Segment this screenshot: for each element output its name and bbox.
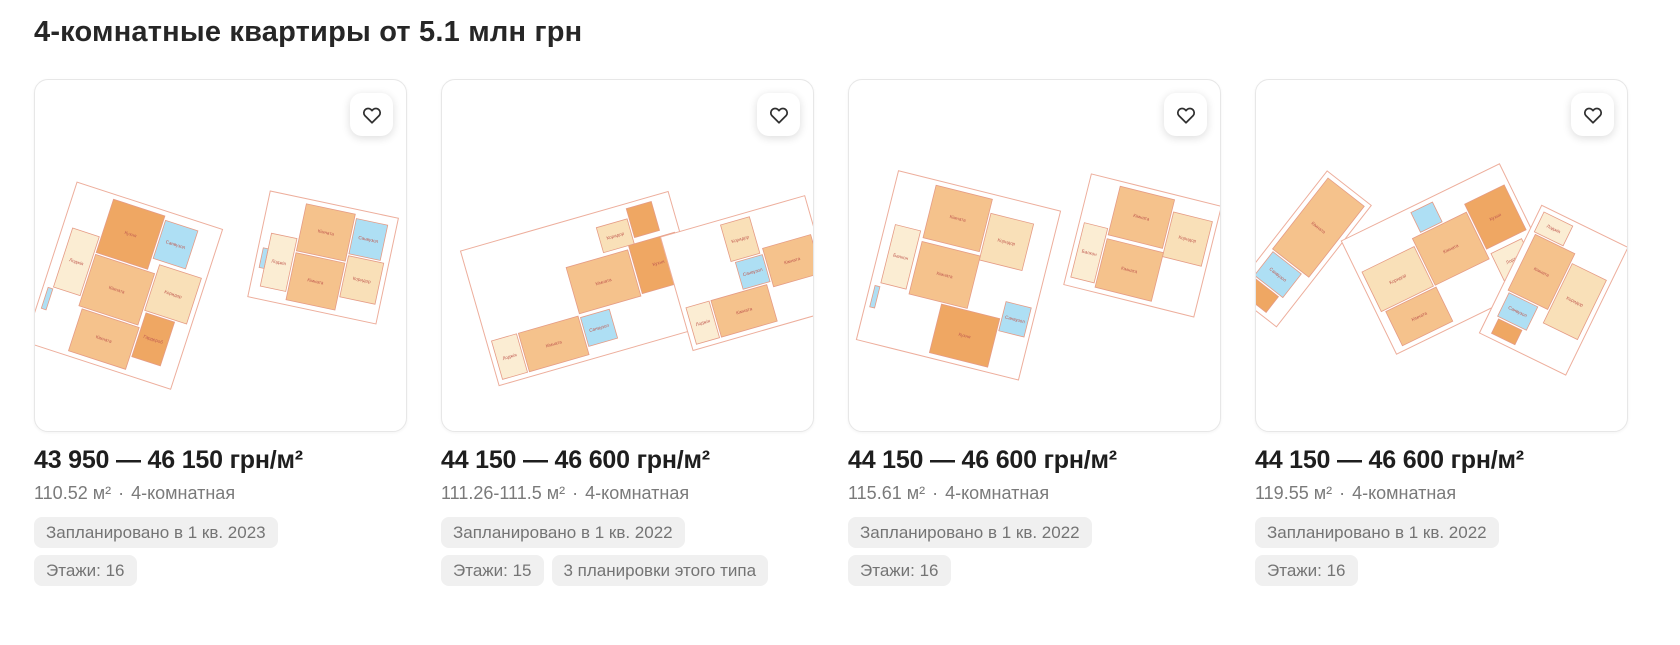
badge-row: Запланировано в 1 кв. 2023 xyxy=(34,517,278,548)
listings-section: 4-комнатные квартиры от 5.1 млн грн Кухн… xyxy=(34,16,1646,586)
floorplan-image[interactable]: Кімната Санвузол Коридор Кімната Кухня Лоджія… xyxy=(1255,79,1628,432)
listing-card: Кухня Санвузол Лоджія Кімната Коридор Кімната… xyxy=(34,79,407,586)
section-title: 4-комнатные квартиры от 5.1 млн грн xyxy=(34,16,583,48)
floorplan-image[interactable]: Кімната Коридор Балкон Кімната Кухня Санвузол… xyxy=(848,79,1221,432)
badge-row: Запланировано в 1 кв. 2022 xyxy=(441,517,685,548)
info-badge: Этажи: 16 xyxy=(1255,555,1358,586)
badge-row: Этажи: 16 xyxy=(848,555,951,586)
rooms-value: 4-комнатная xyxy=(585,483,690,503)
area-value: 110.52 м² xyxy=(34,483,112,503)
info-badge: Запланировано в 1 кв. 2022 xyxy=(1255,517,1499,548)
rooms-value: 4-комнатная xyxy=(131,483,236,503)
badge-rows: Запланировано в 1 кв. 2022 Этажи: 15 3 пла… xyxy=(441,517,814,586)
badge-row: Этажи: 16 xyxy=(34,555,137,586)
dot-separator: · xyxy=(1339,483,1346,503)
favorite-button[interactable] xyxy=(1571,93,1614,136)
floorplan-svg: ЛоджіяКімнатаСанвузолКімнатаКухняКоридор… xyxy=(459,190,813,387)
price-range: 44 150 — 46 600 грн/м² xyxy=(848,446,1117,474)
badge-row: Этажи: 15 3 планировки этого типа xyxy=(441,555,769,586)
floorplan-image[interactable]: Лоджія Кімната Санвузол Кімната Кухня Коридор… xyxy=(441,79,814,432)
favorite-button[interactable] xyxy=(350,93,393,136)
favorite-button[interactable] xyxy=(1164,93,1207,136)
price-range: 43 950 — 46 150 грн/м² xyxy=(34,446,303,474)
listing-meta: 111.26-111.5 м² · 4-комнатная xyxy=(441,483,814,504)
dot-separator: · xyxy=(118,483,125,503)
price-range: 44 150 — 46 600 грн/м² xyxy=(441,446,710,474)
dot-separator: · xyxy=(572,483,579,503)
area-value: 111.26-111.5 м² xyxy=(441,483,566,503)
info-badge: Этажи: 16 xyxy=(34,555,137,586)
badge-rows: Запланировано в 1 кв. 2022 Этажи: 16 xyxy=(848,517,1221,586)
heart-icon xyxy=(362,107,381,124)
rooms-value: 4-комнатная xyxy=(1352,483,1457,503)
badge-rows: Запланировано в 1 кв. 2023 Этажи: 16 xyxy=(34,517,407,586)
listing-meta: 115.61 м² · 4-комнатная xyxy=(848,483,1221,504)
rooms-value: 4-комнатная xyxy=(945,483,1050,503)
area-value: 119.55 м² xyxy=(1255,483,1333,503)
favorite-button[interactable] xyxy=(757,93,800,136)
floorplan-svg: КімнатаКоридорБалконКімнатаКухняСанвузол… xyxy=(855,170,1220,381)
badge-rows: Запланировано в 1 кв. 2022 Этажи: 16 xyxy=(1255,517,1628,586)
listing-meta: 110.52 м² · 4-комнатная xyxy=(34,483,407,504)
badge-row: Запланировано в 1 кв. 2022 xyxy=(848,517,1092,548)
listing-card: Кімната Коридор Балкон Кімната Кухня Санвузол… xyxy=(848,79,1221,586)
info-badge: 3 планировки этого типа xyxy=(551,555,769,586)
dot-separator: · xyxy=(932,483,939,503)
price-range: 44 150 — 46 600 грн/м² xyxy=(1255,446,1524,474)
heart-icon xyxy=(1176,107,1195,124)
info-badge: Этажи: 15 xyxy=(441,555,544,586)
info-badge: Запланировано в 1 кв. 2022 xyxy=(848,517,1092,548)
badge-row: Этажи: 16 xyxy=(1255,555,1358,586)
heart-icon xyxy=(1583,107,1602,124)
cards-row: Кухня Санвузол Лоджія Кімната Коридор Кімната… xyxy=(34,79,1646,586)
listing-meta: 119.55 м² · 4-комнатная xyxy=(1255,483,1628,504)
listing-card: Лоджія Кімната Санвузол Кімната Кухня Коридор… xyxy=(441,79,814,586)
info-badge: Запланировано в 1 кв. 2022 xyxy=(441,517,685,548)
area-value: 115.61 м² xyxy=(848,483,926,503)
info-badge: Этажи: 16 xyxy=(848,555,951,586)
info-badge: Запланировано в 1 кв. 2023 xyxy=(34,517,278,548)
heart-icon xyxy=(769,107,788,124)
listing-card: Кімната Санвузол Коридор Кімната Кухня Лоджія… xyxy=(1255,79,1628,586)
badge-row: Запланировано в 1 кв. 2022 xyxy=(1255,517,1499,548)
floorplan-image[interactable]: Кухня Санвузол Лоджія Кімната Коридор Кімната… xyxy=(34,79,407,432)
